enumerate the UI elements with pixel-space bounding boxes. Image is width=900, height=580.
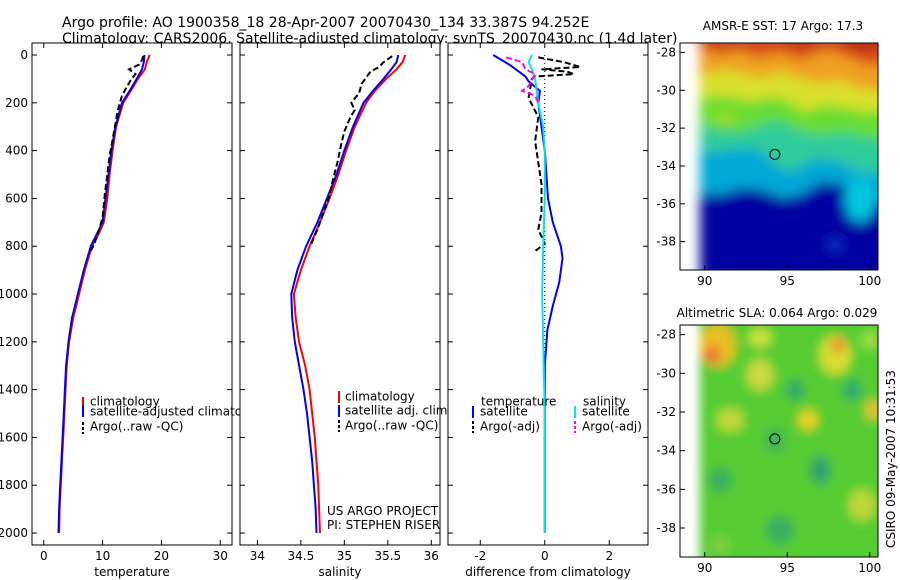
x-tick-label: 34.5 bbox=[288, 549, 315, 563]
series-line-black bbox=[527, 56, 581, 252]
legend-label-temp-argo: Argo(-adj) bbox=[480, 420, 540, 434]
x-tick-label: -2 bbox=[474, 549, 486, 563]
difference-axes-frame bbox=[447, 42, 649, 546]
x-tick-label: 36 bbox=[424, 549, 439, 563]
difference-xlabel: difference from climatology bbox=[465, 565, 631, 579]
x-tick-label: 90 bbox=[697, 561, 712, 575]
x-tick-label: 0 bbox=[40, 549, 48, 563]
y-tick-label: 2000 bbox=[0, 526, 28, 540]
y-tick-label: -36 bbox=[656, 482, 676, 496]
y-tick-label: -32 bbox=[656, 121, 676, 135]
x-tick-label: 95 bbox=[780, 274, 795, 288]
sst-map-title: AMSR-E SST: 17 Argo: 17.3 bbox=[703, 19, 863, 33]
series-line-blue bbox=[492, 54, 564, 533]
x-tick-label: 20 bbox=[154, 549, 169, 563]
salinity-legend: climatology satellite adj. clim. Argo(..… bbox=[338, 390, 451, 433]
series-line-black bbox=[310, 55, 393, 245]
legend-label-argo: Argo(..raw -QC) bbox=[90, 420, 183, 434]
sla-field bbox=[700, 325, 878, 557]
legend-label-satellite: satellite adj. clim. bbox=[345, 404, 451, 418]
y-tick-label: 1800 bbox=[0, 478, 28, 492]
legend-header-temperature: temperature bbox=[481, 395, 556, 409]
sla-axes-frame bbox=[679, 324, 879, 558]
salinity-xlabel: salinity bbox=[318, 565, 361, 579]
x-tick-label: 90 bbox=[697, 274, 712, 288]
y-tick-label: 0 bbox=[20, 48, 28, 62]
y-tick-label: 1200 bbox=[0, 335, 28, 349]
y-tick-label: 400 bbox=[5, 144, 28, 158]
legend-label-climatology: climatology bbox=[90, 395, 160, 409]
legend-label-sal-satellite: satellite bbox=[582, 405, 630, 419]
x-tick-label: 34 bbox=[250, 549, 265, 563]
sst-map: AMSR-E SST: 17 Argo: 17.3 90 95 100 -28 -30 -… bbox=[656, 19, 881, 288]
legend-label-sal-argo: Argo(-adj) bbox=[582, 420, 642, 434]
x-tick-label: 35 bbox=[337, 549, 352, 563]
sla-map: Altimetric SLA: 0.064 Argo: 0.029 bbox=[656, 306, 881, 575]
legend-label-argo: Argo(..raw -QC) bbox=[345, 419, 438, 433]
sst-field bbox=[700, 43, 878, 270]
y-tick-label: 1600 bbox=[0, 430, 28, 444]
salinity-panel: 34 34.5 35 35.5 36 salinity climatology sate… bbox=[239, 42, 451, 579]
y-tick-label: -38 bbox=[656, 521, 676, 535]
series-line-blue bbox=[57, 54, 146, 534]
legend-label-satellite-adjusted: satellite-adjusted climatology bbox=[90, 405, 268, 419]
x-tick-label: 2 bbox=[605, 549, 613, 563]
difference-panel: -2 0 2 difference from climatology tempera… bbox=[447, 42, 649, 579]
sst-axes-frame bbox=[679, 42, 879, 271]
y-tick-label: -34 bbox=[656, 159, 676, 173]
y-tick-label: -30 bbox=[656, 366, 676, 380]
x-tick-label: 95 bbox=[780, 561, 795, 575]
y-tick-label: -28 bbox=[656, 328, 676, 342]
y-tick-label: 200 bbox=[5, 96, 28, 110]
x-tick-label: 100 bbox=[858, 561, 881, 575]
y-tick-label: -30 bbox=[656, 83, 676, 97]
series-line-black bbox=[88, 55, 145, 254]
difference-legend: temperature salinity satellite Argo(-adj… bbox=[472, 395, 642, 434]
y-tick-label: 800 bbox=[5, 239, 28, 253]
legend-label-temp-satellite: satellite bbox=[480, 405, 528, 419]
temperature-panel: 0 10 20 30 0 200 400 600 800 1000 1200 1400 1600 1800… bbox=[0, 42, 268, 579]
argo-location-marker bbox=[769, 433, 781, 445]
y-tick-label: -38 bbox=[656, 235, 676, 249]
project-annotation-line1: US ARGO PROJECT bbox=[327, 504, 439, 518]
x-tick-label: 10 bbox=[95, 549, 110, 563]
series-line-magenta bbox=[505, 56, 540, 104]
y-tick-label: 600 bbox=[5, 191, 28, 205]
figure-title-line1: Argo profile: AO 1900358_18 28-Apr-2007 … bbox=[62, 15, 589, 31]
y-tick-label: -28 bbox=[656, 45, 676, 59]
series-line-blue bbox=[290, 54, 400, 534]
legend-header-salinity: salinity bbox=[583, 395, 626, 409]
sla-map-title: Altimetric SLA: 0.064 Argo: 0.029 bbox=[677, 306, 878, 320]
x-tick-label: 0 bbox=[541, 549, 549, 563]
y-tick-label: -32 bbox=[656, 405, 676, 419]
temperature-legend: climatology satellite-adjusted climatolo… bbox=[82, 395, 268, 434]
argo-location-marker bbox=[769, 148, 781, 160]
legend-label-climatology: climatology bbox=[345, 390, 415, 404]
x-tick-label: 30 bbox=[213, 549, 228, 563]
y-tick-label: -34 bbox=[656, 444, 676, 458]
series-line-red bbox=[292, 54, 407, 534]
x-tick-label: 35.5 bbox=[374, 549, 401, 563]
project-annotation-line2: PI: STEPHEN RISER bbox=[327, 518, 440, 532]
y-tick-label: 1000 bbox=[0, 287, 28, 301]
y-tick-label: -36 bbox=[656, 197, 676, 211]
x-tick-label: 100 bbox=[858, 274, 881, 288]
series-line-cyan bbox=[527, 54, 546, 533]
timestamp-side-label: CSIRO 09-May-2007 10:31:53 bbox=[884, 370, 898, 548]
temperature-xlabel: temperature bbox=[94, 565, 169, 579]
salinity-axes-frame bbox=[239, 42, 441, 546]
y-tick-label: 1400 bbox=[0, 383, 28, 397]
